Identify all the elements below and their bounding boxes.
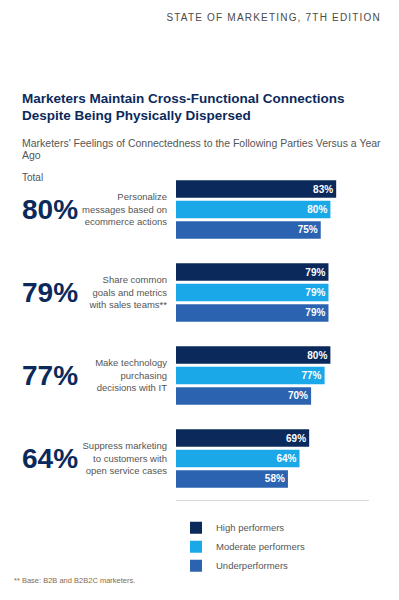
svg-text:69%: 69% [286,433,306,444]
svg-text:High performers: High performers [216,522,284,533]
svg-text:Make technologypurchasingdecis: Make technologypurchasingdecisions with … [95,357,167,393]
svg-text:79%: 79% [305,267,325,278]
svg-text:80%: 80% [307,204,327,215]
svg-text:80%: 80% [307,350,327,361]
svg-text:64%: 64% [22,443,78,474]
svg-text:79%: 79% [22,277,78,308]
svg-text:58%: 58% [265,473,285,484]
svg-text:Total: Total [22,172,43,183]
svg-text:Share commongoals and metricsw: Share commongoals and metricswith sales … [88,274,167,310]
svg-text:77%: 77% [22,360,78,391]
svg-text:Underperformers: Underperformers [216,560,288,571]
svg-text:79%: 79% [305,287,325,298]
svg-text:Personalizemessages based onec: Personalizemessages based onecommerce ac… [82,191,167,227]
svg-text:64%: 64% [276,453,296,464]
svg-text:77%: 77% [301,370,321,381]
svg-text:83%: 83% [313,184,333,195]
svg-text:Suppress marketingto customers: Suppress marketingto customers withopen … [83,440,168,476]
svg-text:79%: 79% [305,307,325,318]
html-text:STATE OF MARKETING, 7TH EDITIO: STATE OF MARKETING, 7TH EDITION [166,12,381,23]
html-text:** Base: B2B and B2B2C markete: ** Base: B2B and B2B2C marketers. [14,576,136,585]
svg-text:Moderate performers: Moderate performers [216,541,305,552]
svg-text:80%: 80% [22,194,78,225]
svg-text:75%: 75% [298,224,318,235]
html-text:Marketers' Feelings of Connect: Marketers' Feelings of Connectedness to … [22,137,381,161]
svg-text:70%: 70% [288,390,308,401]
html-text:Marketers Maintain Cross-Funct: Marketers Maintain Cross-Functional Conn… [22,91,345,123]
